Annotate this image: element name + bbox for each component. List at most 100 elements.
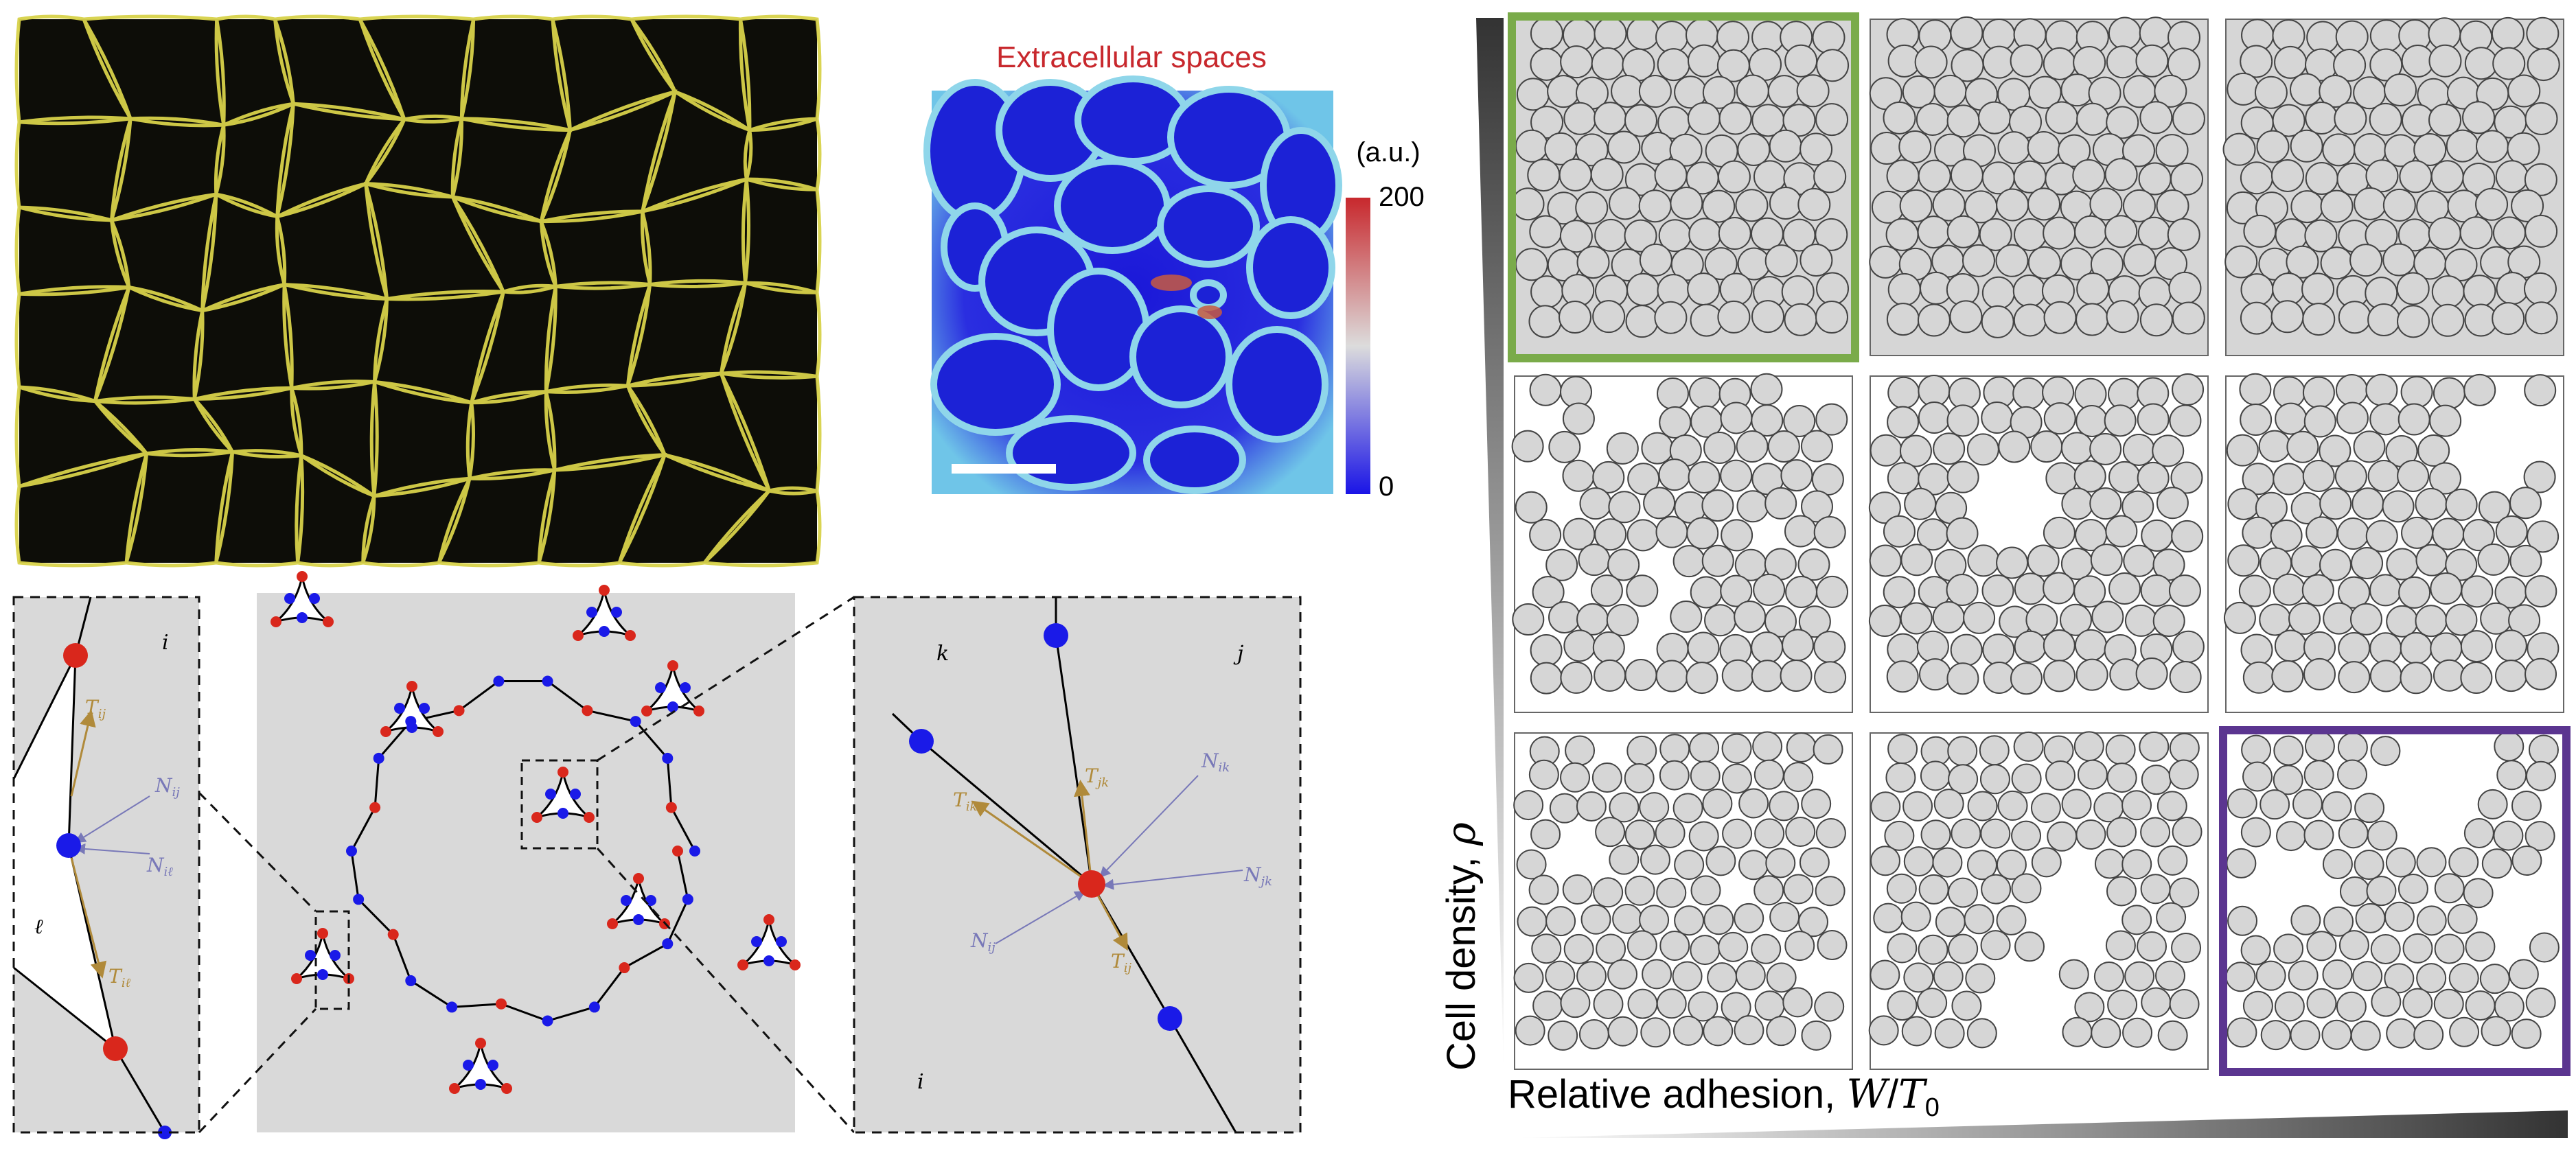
simulated-cell [1559, 158, 1592, 191]
simulated-cell [2011, 820, 2042, 851]
simulated-cell [2121, 849, 2152, 880]
simulated-cell [2428, 104, 2462, 137]
cell-edge [666, 758, 673, 808]
simulated-cell [1721, 733, 1752, 764]
simulated-cell [1933, 74, 1967, 108]
simulated-cell [2139, 303, 2173, 337]
simulated-cell [1592, 461, 1625, 493]
simulated-cell [1624, 762, 1655, 793]
simulated-cell [2242, 516, 2275, 549]
simulated-cell [1871, 190, 1905, 224]
edge-node [633, 914, 644, 925]
simulated-cell [2272, 272, 2305, 306]
simulated-cell [2351, 487, 2384, 520]
simulated-cell [2106, 106, 2139, 139]
edge-node [689, 846, 700, 857]
simulated-cell [1672, 793, 1703, 824]
cell-membrane [640, 89, 753, 214]
simulated-cell [1562, 402, 1595, 435]
simulated-cell [2402, 933, 2433, 964]
simulated-cell [1751, 404, 1784, 437]
simulated-cell [2525, 760, 2556, 791]
simulated-cell [2169, 404, 2202, 437]
simulated-cell [2306, 988, 2337, 1018]
simulated-cell [1624, 104, 1657, 137]
simulated-cell [2030, 430, 2063, 463]
simulated-cell [2481, 848, 2512, 879]
simulated-cell [1898, 130, 1932, 163]
simulated-cell [1594, 16, 1627, 50]
simulated-cell [2338, 631, 2371, 664]
simulated-cell [2091, 1018, 2121, 1049]
simulated-cell [1640, 1017, 1671, 1048]
simulated-cell [2141, 519, 2174, 552]
simulated-cell [2305, 516, 2338, 549]
simulated-cell [1612, 903, 1643, 934]
simulated-cell [2433, 377, 2465, 410]
simulated-cell [1624, 819, 1655, 850]
simulated-cell [1900, 544, 1933, 576]
simulated-cell [1513, 962, 1544, 993]
simulated-cell [1531, 933, 1562, 964]
simulated-cell [1563, 102, 1597, 135]
simulated-cell [1887, 376, 1920, 409]
colorbar-min: 0 [1379, 471, 1394, 502]
simulated-cell [2384, 901, 2415, 932]
edge-node [305, 950, 316, 961]
vertex-node [271, 616, 281, 627]
phase-panel-r3-c3 [2219, 726, 2571, 1076]
simulated-cell [1917, 216, 1951, 249]
simulated-cell [2013, 303, 2047, 337]
simulated-cell [1885, 762, 1916, 793]
simulated-cell [1753, 759, 1784, 790]
simulated-cell [2121, 905, 2152, 935]
simulated-cell [2108, 461, 2141, 493]
simulated-cell [2061, 487, 2094, 520]
simulated-cell [2075, 819, 2106, 850]
simulated-cell [2240, 817, 2271, 848]
simulated-cell [2523, 461, 2556, 493]
simulated-cell [1607, 130, 1641, 164]
simulated-cell [1979, 218, 2012, 251]
simulated-cell [1766, 962, 1797, 993]
simulated-cell [2369, 574, 2402, 607]
simulated-cell [1703, 1016, 1734, 1047]
simulated-cell [2292, 789, 2323, 819]
cell-membrane [701, 486, 822, 568]
simulated-cell [1687, 272, 1721, 306]
simulated-cell [1963, 601, 1996, 634]
simulated-cell [1624, 875, 1655, 906]
simulated-cell [1966, 433, 1999, 466]
simulated-cell [2273, 933, 2304, 964]
simulated-cell [2290, 905, 2321, 935]
simulated-cell [1798, 605, 1831, 638]
simulated-cell [1949, 300, 1983, 334]
simulated-cell [2169, 988, 2200, 1019]
simulated-cell [1868, 605, 1901, 638]
simulated-cell [2509, 487, 2542, 520]
simulated-cell [2075, 303, 2109, 336]
simulated-cell [2430, 160, 2464, 194]
simulated-cell [1781, 275, 1815, 309]
simulated-cell [2525, 821, 2555, 852]
simulated-cell [1933, 961, 1964, 992]
simulated-cell [2493, 820, 2524, 851]
simulated-cell [2156, 189, 2189, 222]
simulated-cell [1902, 791, 1933, 822]
simulated-cell [2369, 632, 2402, 665]
simulated-cell [2396, 272, 2430, 305]
simulated-cell [1576, 791, 1607, 822]
simulated-cell [2076, 102, 2110, 136]
simulated-cell [2349, 603, 2382, 636]
highlight-frame-green [1508, 12, 1859, 362]
simulated-cell [2157, 791, 2187, 822]
simulated-cell [2090, 544, 2123, 576]
simulated-cell [1702, 788, 1733, 819]
simulated-cell [2124, 604, 2157, 637]
simulated-cell [1995, 244, 2029, 277]
simulated-cell [2365, 520, 2398, 552]
simulated-cell [2290, 129, 2323, 163]
cell-edge [373, 758, 380, 808]
simulated-cell [2444, 248, 2478, 281]
vertex-node [317, 928, 328, 939]
